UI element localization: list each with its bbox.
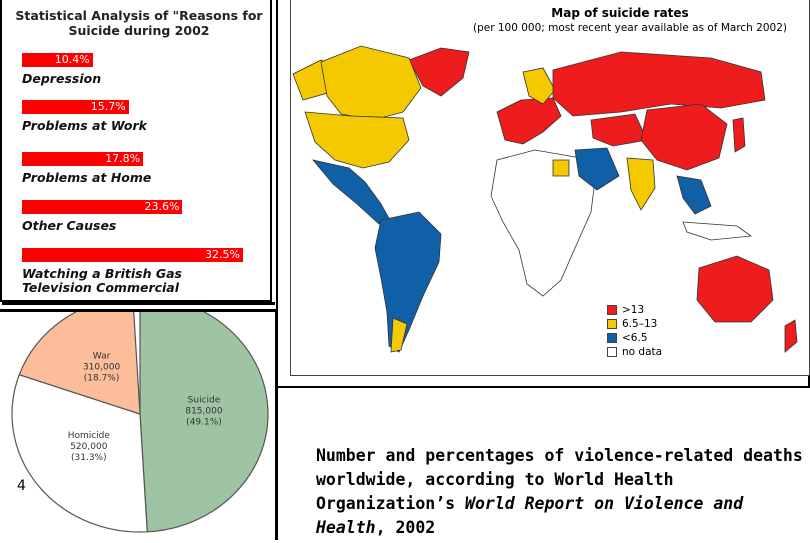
legend-swatch-2	[607, 333, 617, 343]
bar-value-label-4: 32.5%	[205, 248, 240, 261]
bar-value-label-0: 10.4%	[54, 53, 90, 66]
bar-category-label-4: Watching a British Gas Television Commer…	[22, 266, 182, 295]
map-title: Map of suicide rates	[551, 6, 689, 20]
bar-value-label-2: 17.8%	[105, 152, 141, 165]
map-region-middle-east	[574, 147, 620, 191]
map-region-greenland	[408, 47, 470, 97]
map-region-europe-west	[496, 97, 562, 145]
caption-line-4-plain: , 2002	[375, 518, 436, 537]
bar-4	[22, 248, 243, 262]
legend-label-0: >13	[622, 304, 645, 316]
caption-line-3: Organization’s World Report on Violence …	[316, 492, 810, 516]
caption-line-4: Health, 2002	[316, 516, 810, 540]
legend-swatch-3	[607, 347, 617, 357]
map-region-canada	[320, 45, 422, 121]
map-region-australia	[696, 255, 774, 323]
pie-label-homicide-value: 520,000	[70, 442, 107, 452]
bar-1	[22, 100, 129, 114]
caption-line-2: worldwide, according to World Health	[316, 470, 674, 489]
pie-label-war-name: War	[93, 352, 111, 362]
bar-category-label-3: Other Causes	[22, 218, 117, 233]
bar-value-label-1: 15.7%	[90, 100, 126, 113]
map-region-southeast-asia	[676, 175, 712, 215]
bar-category-label-1: Problems at Work	[22, 118, 147, 133]
map-region-china	[640, 103, 728, 171]
world-map	[292, 45, 798, 353]
map-region-indonesia	[682, 221, 753, 241]
bar-0	[22, 53, 93, 67]
pie-slice-war	[18, 312, 141, 415]
bar-3	[22, 200, 183, 214]
pie-label-suicide-value: 815,000	[185, 406, 222, 416]
caption-line-4-italic: Health	[316, 518, 376, 537]
legend-swatch-1	[607, 319, 617, 329]
pie-slice-suicide	[139, 312, 269, 533]
pie-label-suicide-name: Suicide	[188, 395, 221, 405]
legend-swatch-0	[607, 305, 617, 315]
pie-chart-panel: Suicide 815,000 (49.1%) Homicide 520,000 (31.…	[0, 309, 278, 540]
bar-value-label-3: 23.6%	[144, 200, 180, 213]
pie-label-suicide-percent: (49.1%)	[186, 417, 222, 427]
bar-chart-panel: Statistical Analysis of "Reasons for Sui…	[0, 0, 275, 305]
bar-category-label-0: Depression	[22, 71, 102, 86]
map-region-russia	[552, 51, 766, 117]
map-region-egypt	[552, 159, 570, 177]
legend-label-2: <6.5	[622, 332, 648, 344]
map-region-japan	[732, 117, 746, 153]
caption-line-1: Number and percentages of violence-relat…	[316, 446, 803, 465]
pie-label-war-value: 310,000	[83, 363, 120, 373]
map-region-argentina-south	[390, 317, 408, 353]
pie-label-homicide-name: Homicide	[68, 431, 111, 441]
caption-line-3-italic: World Report on Violence and	[465, 494, 744, 513]
map-region-new-zealand	[784, 319, 798, 353]
bar-category-label-2: Problems at Home	[22, 170, 152, 185]
map-subtitle: (per 100 000; most recent year available…	[473, 22, 787, 34]
map-region-mexico-central-america	[311, 159, 392, 225]
map-region-south-america	[374, 211, 442, 353]
bar-chart-title: Statistical Analysis of "Reasons for Sui…	[15, 8, 263, 38]
pie-label-war-percent: (18.7%)	[84, 374, 120, 384]
map-region-scandinavia	[522, 67, 556, 105]
map-region-usa	[304, 111, 410, 169]
map-region-india	[626, 157, 656, 211]
caption: Number and percentages of violence-relat…	[316, 444, 810, 540]
bar-2	[22, 152, 144, 166]
pie-slice-homicide	[11, 373, 148, 533]
map-region-central-asia	[590, 113, 648, 147]
legend-label-1: 6.5–13	[622, 318, 658, 330]
map-panel: Map of suicide rates (per 100 000; most …	[290, 0, 810, 376]
slide-number: 4	[17, 478, 26, 494]
pie-label-homicide-percent: (31.3%)	[71, 453, 107, 463]
legend-label-3: no data	[622, 346, 663, 358]
caption-line-3-plain: Organization’s	[316, 494, 466, 513]
